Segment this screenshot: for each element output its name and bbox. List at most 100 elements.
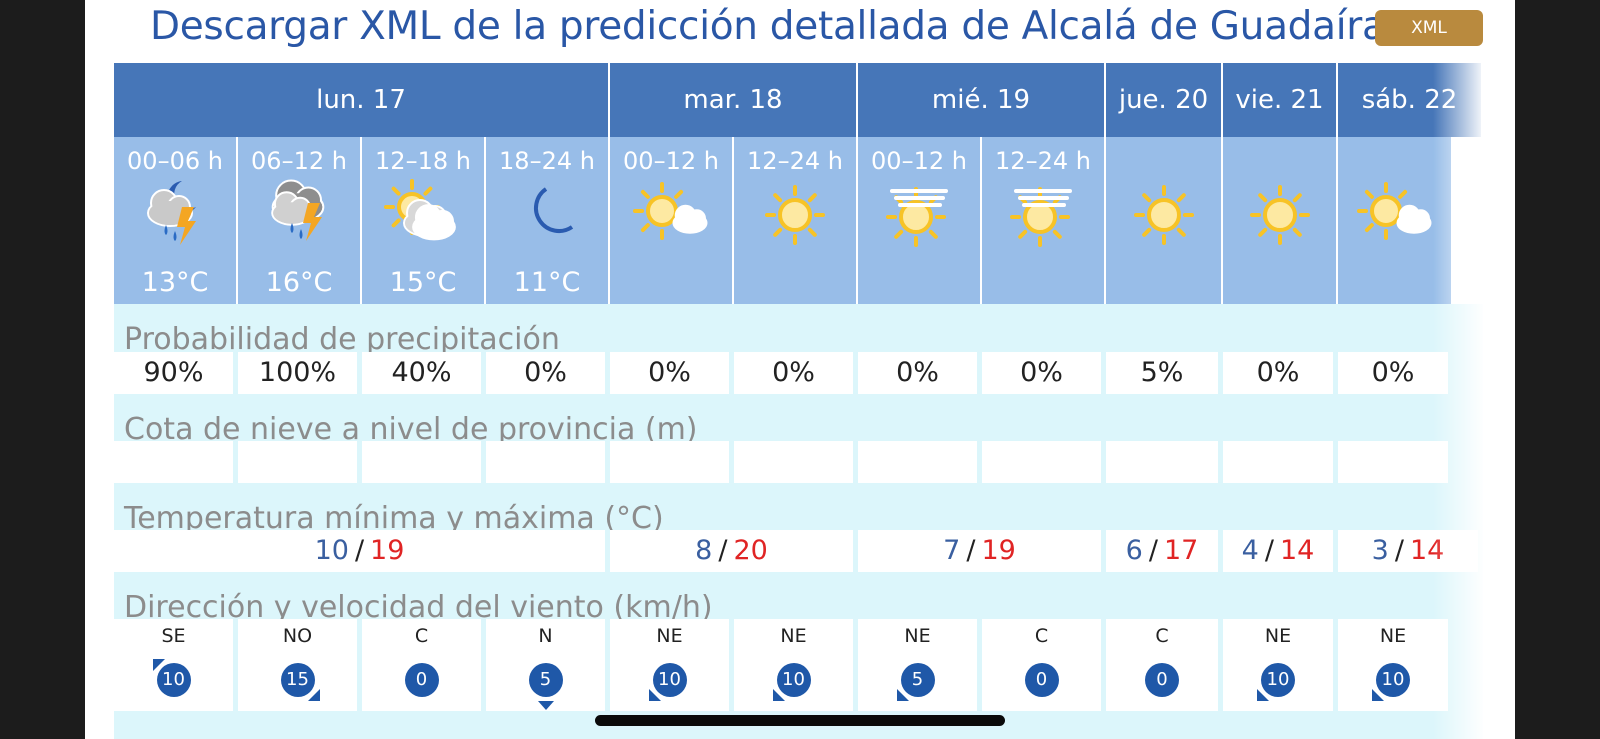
wind-direction: NE bbox=[780, 625, 807, 647]
sun-icon bbox=[750, 177, 840, 257]
period-label: 06–12 h bbox=[251, 147, 347, 175]
temp-min: 10 bbox=[314, 535, 349, 566]
period-label: 12–18 h bbox=[375, 147, 471, 175]
wind-direction: NO bbox=[282, 625, 313, 647]
wind-speed-badge: 0 bbox=[404, 663, 439, 697]
snow-value bbox=[734, 441, 853, 483]
wind-direction: C bbox=[414, 625, 429, 647]
wind-direction: NE bbox=[1264, 625, 1292, 647]
temp-range: 8/20 bbox=[610, 530, 853, 572]
arrow-nw-icon bbox=[152, 659, 165, 671]
temp-separator: / bbox=[1148, 535, 1158, 566]
snow-value bbox=[610, 441, 729, 483]
day-header-0[interactable]: lun. 17 bbox=[114, 63, 610, 137]
temp-min: 7 bbox=[943, 535, 961, 566]
sun-small-cloud-icon bbox=[1350, 177, 1440, 257]
temp-separator: / bbox=[1394, 535, 1404, 566]
precip-value: 0% bbox=[486, 352, 605, 394]
day-header-5[interactable]: sáb. 22 bbox=[1338, 63, 1483, 137]
period-label: 00–12 h bbox=[871, 147, 967, 175]
arrow-sw-icon bbox=[896, 689, 909, 701]
day-header-1[interactable]: mar. 18 bbox=[610, 63, 858, 137]
temp-separator: / bbox=[966, 535, 976, 566]
precip-section: Probabilidad de precipitación 90% 100% 40%… bbox=[114, 304, 1483, 394]
forecast-page: Descargar XML de la predicción detallada… bbox=[85, 0, 1515, 739]
sun-icon bbox=[1235, 177, 1325, 257]
arrow-s-icon bbox=[537, 701, 554, 710]
sun-haze-icon bbox=[998, 177, 1088, 257]
snow-value bbox=[114, 441, 233, 483]
wind-cell: NO 15 bbox=[238, 619, 357, 711]
day-header-3[interactable]: jue. 20 bbox=[1106, 63, 1223, 137]
temps-row: 10/19 8/20 7/19 6/17 4/14 3/14 bbox=[114, 530, 1483, 572]
temp-separator: / bbox=[718, 535, 728, 566]
wind-direction: C bbox=[1155, 625, 1169, 647]
snow-value bbox=[238, 441, 357, 483]
arrow-sw-icon bbox=[648, 689, 661, 701]
precip-value: 0% bbox=[982, 352, 1101, 394]
wind-direction: NE bbox=[1379, 625, 1407, 647]
precip-value: 0% bbox=[858, 352, 977, 394]
wind-speed-badge: 0 bbox=[1024, 663, 1059, 697]
moon-cloud-storm-icon bbox=[130, 177, 220, 257]
sun-cloud-icon bbox=[378, 177, 468, 257]
snow-value bbox=[1106, 441, 1218, 483]
temp-range: 3/14 bbox=[1338, 530, 1478, 572]
arrow-sw-icon bbox=[772, 689, 785, 701]
period-label: 00–06 h bbox=[127, 147, 223, 175]
period-label: 18–24 h bbox=[499, 147, 595, 175]
day-header-2[interactable]: mié. 19 bbox=[858, 63, 1106, 137]
wind-direction: N bbox=[538, 625, 553, 647]
wind-cell: NE 10 bbox=[734, 619, 853, 711]
temp-min: 6 bbox=[1125, 535, 1143, 566]
temp-min: 3 bbox=[1371, 535, 1389, 566]
snow-row bbox=[114, 441, 1453, 483]
precip-value: 5% bbox=[1106, 352, 1218, 394]
wind-section: Dirección y velocidad del viento (km/h) … bbox=[114, 574, 1483, 739]
sun-icon bbox=[1119, 177, 1209, 257]
snow-section: Cota de nieve a nivel de provincia (m) bbox=[114, 394, 1483, 484]
temps-section: Temperatura mínima y máxima (°C) 10/19 8/… bbox=[114, 484, 1483, 574]
period-temp: 16°C bbox=[265, 267, 333, 298]
temp-range: 6/17 bbox=[1106, 530, 1218, 572]
sun-haze-icon bbox=[874, 177, 964, 257]
precip-value: 0% bbox=[610, 352, 729, 394]
wind-cell: NE 10 bbox=[1338, 619, 1448, 711]
precip-value: 0% bbox=[1338, 352, 1448, 394]
arrow-se-icon bbox=[307, 689, 320, 701]
snow-value bbox=[1223, 441, 1333, 483]
precip-value: 0% bbox=[734, 352, 853, 394]
xml-download-button[interactable]: XML bbox=[1375, 10, 1483, 46]
snow-value bbox=[486, 441, 605, 483]
home-indicator[interactable] bbox=[595, 715, 1005, 726]
temp-max: 20 bbox=[733, 535, 768, 566]
temp-separator: / bbox=[354, 535, 365, 566]
day-header-4[interactable]: vie. 21 bbox=[1223, 63, 1338, 137]
wind-row: SE 10 NO 15 C 0 N 5 NE 10 NE 10 NE 5 C 0 C 0 NE 10 NE 10 bbox=[114, 619, 1453, 711]
temp-max: 17 bbox=[1163, 535, 1199, 566]
temp-max: 19 bbox=[370, 535, 405, 566]
temp-max: 19 bbox=[981, 535, 1016, 566]
period-temp: 15°C bbox=[389, 267, 457, 298]
temp-max: 14 bbox=[1409, 535, 1445, 566]
wind-direction: C bbox=[1034, 625, 1049, 647]
left-letterbox bbox=[0, 0, 85, 739]
temp-max: 14 bbox=[1279, 535, 1315, 566]
period-label: 12–24 h bbox=[995, 147, 1091, 175]
precip-value: 100% bbox=[238, 352, 357, 394]
temp-min: 4 bbox=[1241, 535, 1259, 566]
temp-range: 4/14 bbox=[1223, 530, 1333, 572]
page-title[interactable]: Descargar XML de la predicción detallada… bbox=[150, 4, 1386, 49]
period-label: 00–12 h bbox=[623, 147, 719, 175]
wind-cell: NE 5 bbox=[858, 619, 977, 711]
sun-small-cloud-icon bbox=[626, 177, 716, 257]
period-temp: 13°C bbox=[141, 267, 209, 298]
snow-value bbox=[858, 441, 977, 483]
wind-direction: NE bbox=[656, 625, 683, 647]
day-header-row: lun. 17 mar. 18 mié. 19 jue. 20 vie. 21 sáb. … bbox=[114, 63, 1483, 137]
snow-value bbox=[362, 441, 481, 483]
forecast-table: lun. 17 mar. 18 mié. 19 jue. 20 vie. 21 sáb. … bbox=[114, 63, 1483, 739]
temp-range: 7/19 bbox=[858, 530, 1101, 572]
